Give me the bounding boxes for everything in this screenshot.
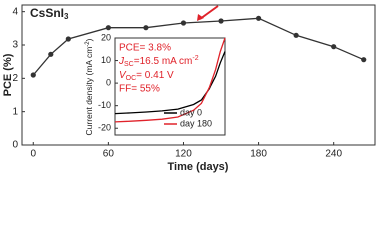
y-label-text: Current density (mA cm xyxy=(84,47,94,136)
x-axis-label: Time (days) xyxy=(168,161,229,173)
y-tick-label: 1 xyxy=(12,106,18,117)
jsc-sup: -2 xyxy=(192,55,198,62)
x-tick-label: 0 xyxy=(30,149,36,160)
annotation-voc: VOC= 0.41 V xyxy=(119,70,174,82)
y-axis-label: PCE (%) xyxy=(2,53,14,96)
point xyxy=(30,72,36,78)
x-tick-label: 60 xyxy=(103,149,115,160)
arrow xyxy=(199,5,219,20)
label-sub: 3 xyxy=(64,12,69,21)
y-tick-label: 0 xyxy=(12,140,18,151)
annotation-pce: PCE= 3.8% xyxy=(119,43,171,54)
y-tick-label: -20 xyxy=(98,123,111,133)
series-line xyxy=(114,51,226,115)
voc-sub: OC xyxy=(126,75,137,82)
page: {"chart_data": [ {"type": "line", "label… xyxy=(1,4,376,173)
jsc-sub: SC xyxy=(124,61,134,68)
jsc-symbol: J xyxy=(118,56,125,67)
plot-frame xyxy=(114,37,226,136)
y-label-end: ) xyxy=(84,38,94,41)
series-line xyxy=(114,37,226,123)
y-tick-label: 3 xyxy=(12,40,18,51)
voc-symbol: V xyxy=(119,70,127,81)
sample-label: CsSnI3 xyxy=(30,6,69,21)
y-tick-label: 10 xyxy=(101,55,111,65)
point xyxy=(48,51,54,57)
x-tick-label: 120 xyxy=(175,149,192,160)
y-tick-label: 2 xyxy=(12,73,18,84)
annotation-jsc: JSC=16.5 mA cm-2 xyxy=(118,55,199,68)
point xyxy=(218,18,224,24)
x-tick-label: 240 xyxy=(325,149,342,160)
y-tick-label: 20 xyxy=(101,32,111,42)
plot-frame xyxy=(21,4,376,146)
point xyxy=(255,15,262,21)
y-tick-label: -10 xyxy=(98,100,111,110)
point xyxy=(105,25,111,31)
point xyxy=(180,20,187,26)
point xyxy=(293,32,299,38)
inset-background xyxy=(115,38,225,135)
voc-text: = 0.41 V xyxy=(136,70,174,81)
point xyxy=(143,25,149,31)
annotation-ff: FF= 55% xyxy=(119,84,160,95)
label-text: CsSnI xyxy=(30,6,64,20)
point xyxy=(361,57,367,63)
y-tick-label: 0 xyxy=(106,77,111,87)
x-tick-label: 180 xyxy=(250,149,267,160)
y-label-sup: -2 xyxy=(85,41,91,47)
point xyxy=(331,44,337,50)
jsc-text: =16.5 mA cm xyxy=(134,56,193,67)
legend-label: day 180 xyxy=(180,118,212,128)
arrow-head xyxy=(197,14,204,21)
legend-label: day 0 xyxy=(180,107,202,117)
y-tick-label: 4 xyxy=(12,6,18,17)
point xyxy=(65,36,71,42)
inset-y-axis-label: Current density (mA cm-2) xyxy=(84,38,94,135)
